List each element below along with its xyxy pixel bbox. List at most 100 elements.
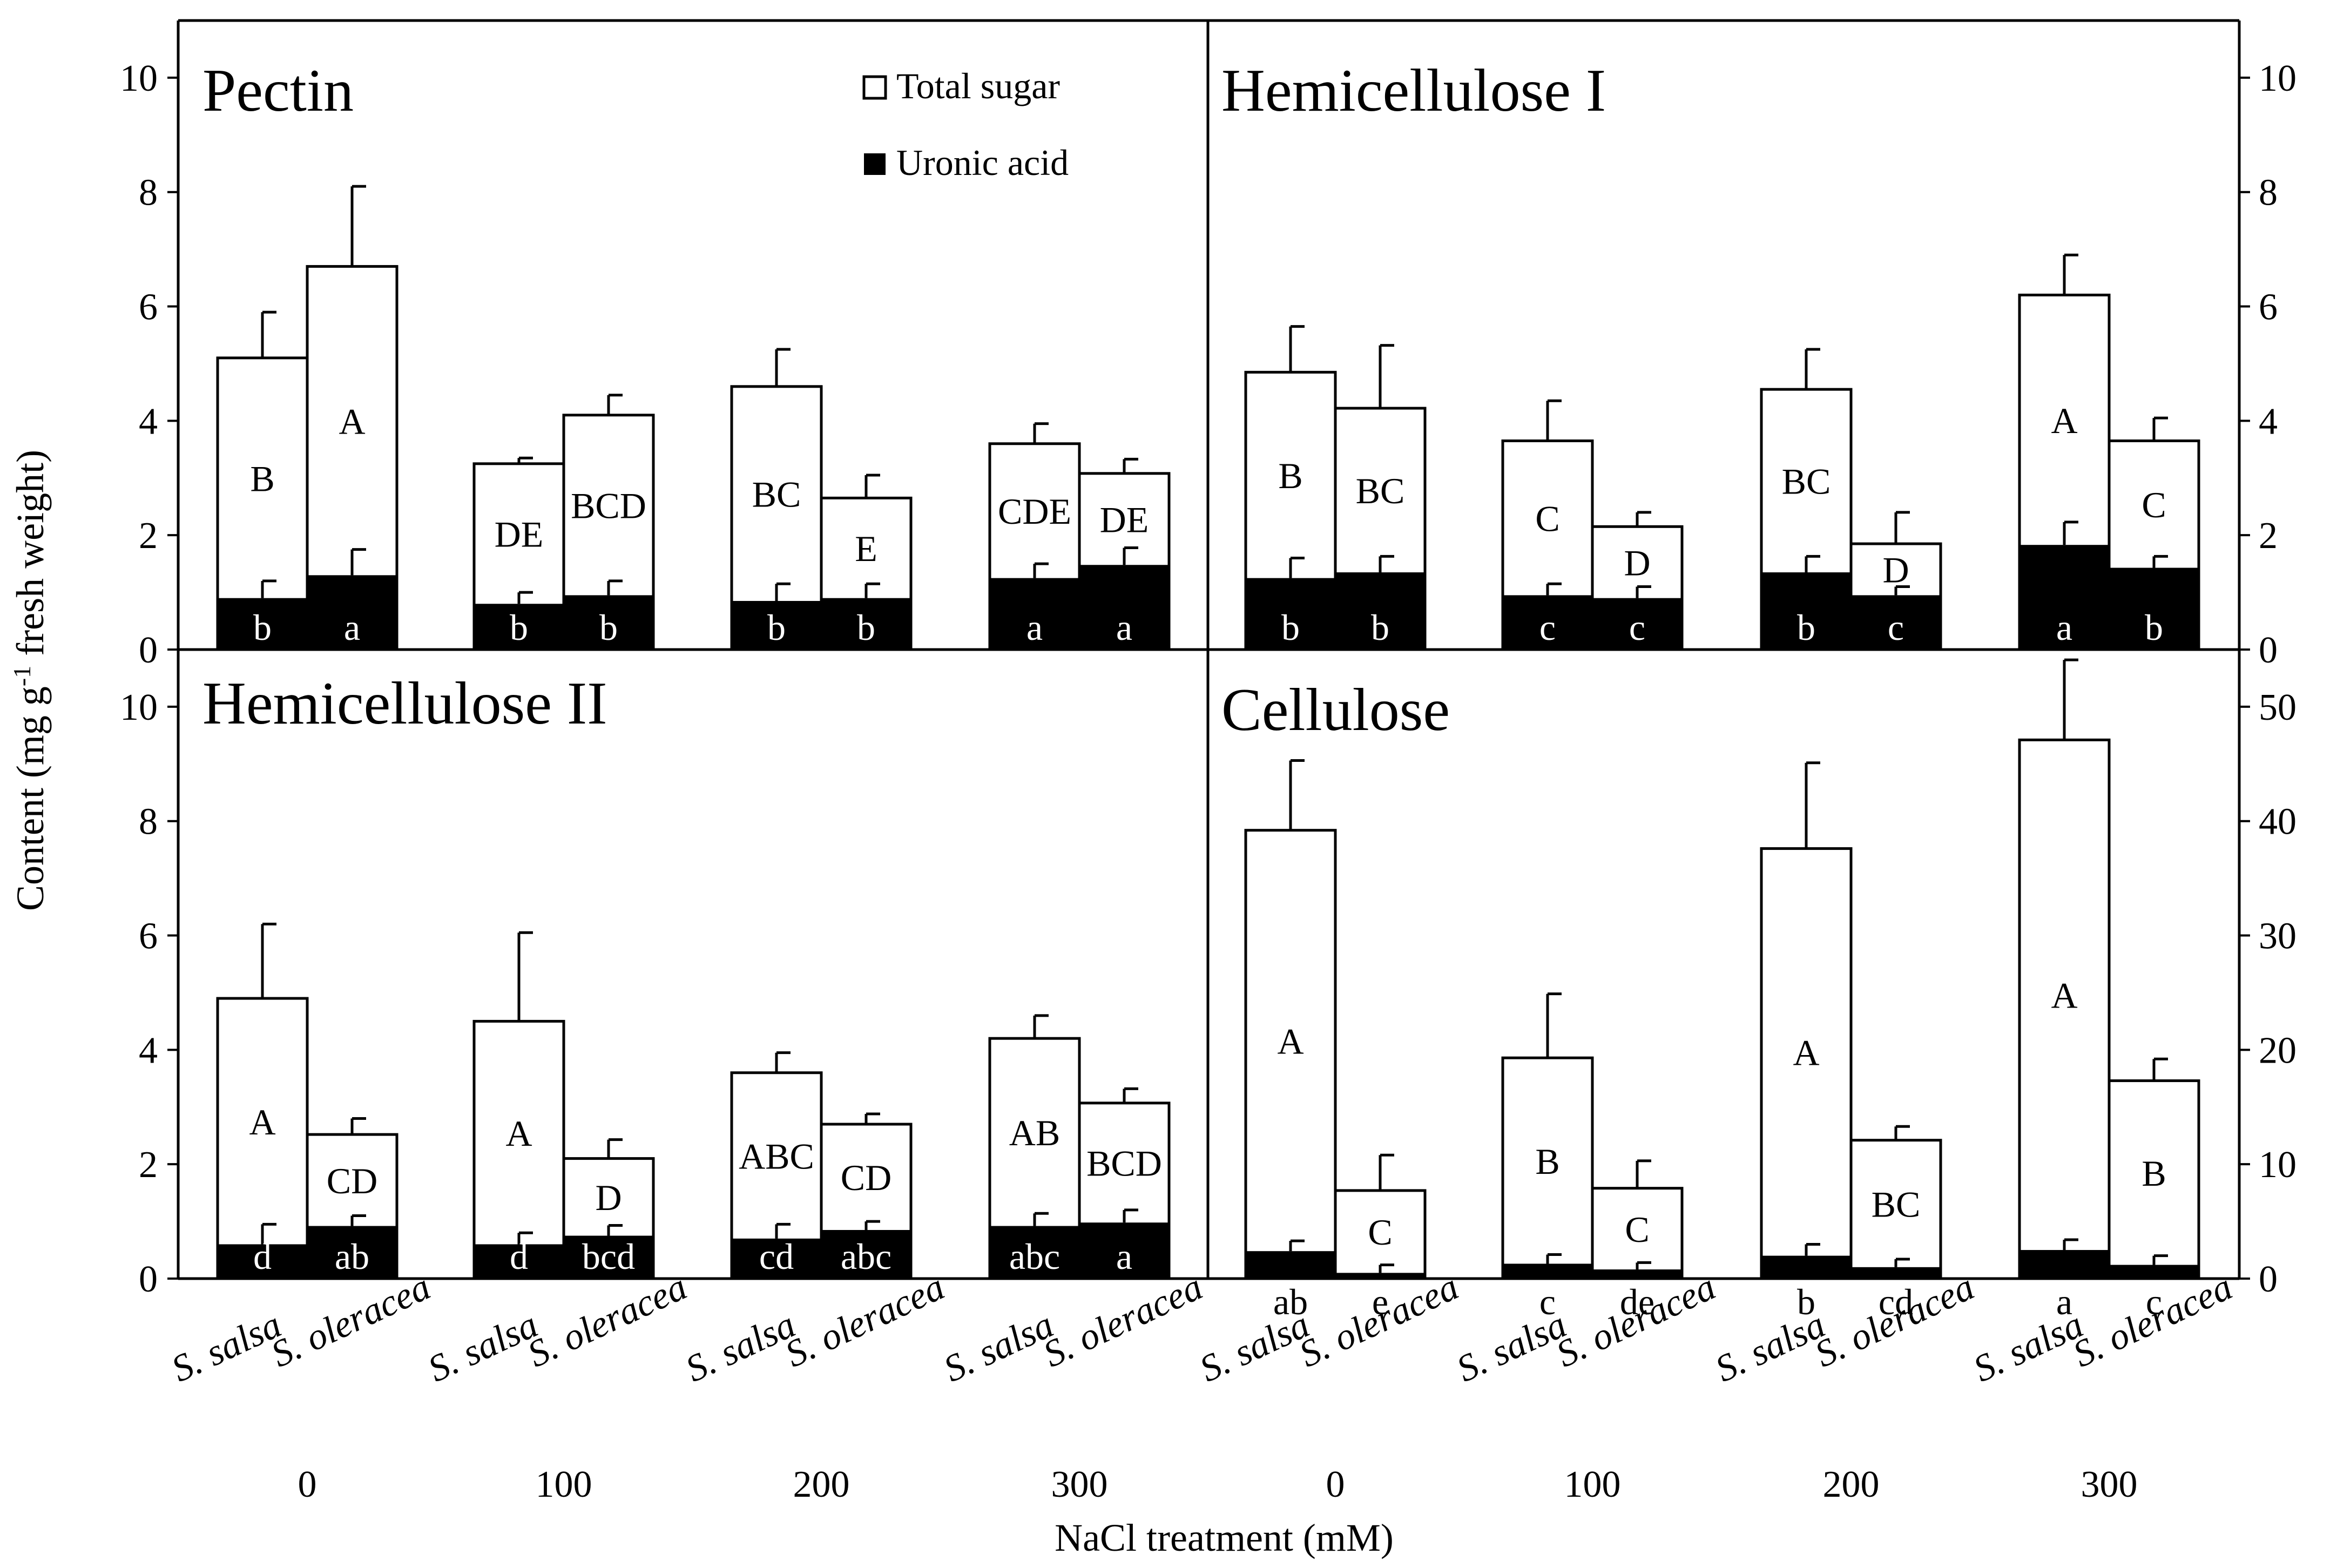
uronic-acid-letter: c: [1539, 607, 1556, 648]
uronic-acid-bar: [821, 1229, 911, 1279]
total-sugar-letter: B: [1535, 1141, 1559, 1182]
total-sugar-bar: [2018, 738, 2111, 1280]
total-sugar-letter: A: [1277, 1020, 1303, 1062]
uronic-acid-bar: [564, 1235, 653, 1279]
uronic-acid-bar: [821, 598, 911, 650]
y-tick-label: 8: [139, 172, 158, 214]
total-sugar-letter: CDE: [998, 491, 1071, 532]
uronic-acid-letter: d: [510, 1236, 528, 1277]
uronic-acid-bar: [1503, 595, 1592, 650]
uronic-acid-letter: de: [1620, 1281, 1654, 1322]
uronic-acid-letter: b: [1797, 1281, 1815, 1322]
y-tick-label: 10: [120, 58, 158, 99]
y-tick-label-right: 4: [2259, 401, 2278, 442]
treatment-label: 200: [793, 1464, 850, 1505]
uronic-acid-letter: b: [599, 607, 618, 648]
treatment-label: 100: [536, 1464, 592, 1505]
uronic-acid-letter: c: [2146, 1281, 2162, 1322]
uronic-acid-letter: a: [344, 607, 360, 648]
uronic-acid-letter: b: [2145, 607, 2163, 648]
uronic-acid-letter: b: [1281, 607, 1300, 648]
total-sugar-letter: A: [339, 401, 365, 442]
uronic-acid-bar: [1246, 578, 1335, 650]
total-sugar-letter: B: [250, 458, 274, 499]
total-sugar-letter: BC: [1782, 461, 1831, 502]
treatment-label: 0: [1326, 1464, 1345, 1505]
uronic-acid-bar: [1761, 572, 1851, 650]
uronic-acid-bar: [2019, 545, 2109, 650]
uronic-acid-bar: [732, 1238, 821, 1279]
uronic-acid-letter: b: [1797, 607, 1815, 648]
panel-2-bars: [1244, 253, 2200, 651]
bars-layer: [216, 185, 2200, 1280]
uronic-acid-bar: [1079, 1222, 1169, 1279]
uronic-acid-letter: ab: [1273, 1281, 1308, 1322]
y-tick-label-right: 0: [2259, 630, 2278, 671]
uronic-acid-letter: cd: [1879, 1281, 1913, 1322]
total-sugar-letter: D: [1882, 550, 1909, 591]
uronic-acid-letter: c: [1539, 1281, 1556, 1322]
y-tick-label: 4: [139, 1030, 158, 1071]
total-sugar-letter: C: [1368, 1212, 1392, 1253]
uronic-acid-letter: a: [2056, 607, 2072, 648]
y-tick-label-right: 6: [2259, 287, 2278, 328]
uronic-acid-letter: e: [1372, 1281, 1388, 1322]
uronic-acid-bar: [1592, 1269, 1682, 1279]
uronic-acid-letter: b: [1371, 607, 1389, 648]
total-sugar-letter: BCD: [571, 485, 646, 526]
legend-label-total-sugar: Total sugar: [896, 65, 1060, 106]
treatment-label: 300: [2081, 1464, 2138, 1505]
y-tick-label: 0: [139, 630, 158, 671]
uronic-acid-bar: [307, 575, 397, 650]
uronic-acid-letter: a: [1026, 607, 1043, 648]
y-tick-label: 10: [120, 687, 158, 728]
total-sugar-letter: C: [2142, 484, 2166, 525]
uronic-acid-letter: c: [1629, 607, 1645, 648]
y-tick-label-right: 10: [2259, 58, 2297, 99]
legend-swatch-total-sugar: [862, 75, 887, 100]
panel-3-bars: [216, 922, 1171, 1280]
total-sugar-bar: [1760, 847, 1853, 1280]
treatment-label: 200: [1823, 1464, 1880, 1505]
total-sugar-letter: ABC: [739, 1136, 814, 1177]
uronic-acid-bar: [732, 600, 821, 650]
y-tick-label-right: 2: [2259, 515, 2278, 557]
uronic-acid-bar: [1761, 1255, 1851, 1279]
y-tick-label: 4: [139, 401, 158, 442]
total-sugar-bar: [1501, 1056, 1594, 1280]
uronic-acid-letter: a: [2056, 1281, 2072, 1322]
uronic-acid-bar: [307, 1226, 397, 1279]
total-sugar-letter: BC: [1872, 1184, 1921, 1225]
treatment-label: 0: [298, 1464, 317, 1505]
total-sugar-letter: DE: [1100, 499, 1149, 540]
uronic-acid-bar: [1079, 565, 1169, 650]
uronic-acid-bar: [474, 604, 564, 650]
y-tick-label-right: 8: [2259, 172, 2278, 214]
total-sugar-letter: C: [1625, 1209, 1649, 1250]
legend-label-uronic-acid: Uronic acid: [896, 142, 1069, 183]
uronic-acid-bar: [1335, 572, 1425, 650]
uronic-acid-letter: bcd: [582, 1236, 635, 1277]
panel-frames: [177, 19, 2241, 1280]
uronic-acid-letter: a: [1116, 607, 1132, 648]
x-axis-label: NaCl treatment (mM): [1055, 1516, 1394, 1559]
total-sugar-letter: CD: [327, 1160, 377, 1201]
y-tick-label: 0: [139, 1259, 158, 1300]
uronic-acid-bar: [474, 1244, 564, 1279]
total-sugar-letter: DE: [495, 514, 544, 555]
total-sugar-letter: A: [249, 1101, 275, 1143]
treatment-label: 100: [1564, 1464, 1621, 1505]
uronic-acid-letter: c: [1888, 607, 1904, 648]
uronic-acid-bar: [1592, 598, 1682, 650]
total-sugar-letter: D: [1624, 542, 1650, 583]
total-sugar-letter: BC: [1356, 470, 1405, 511]
treatment-label: 300: [1051, 1464, 1108, 1505]
panel-1-bars: [216, 185, 1171, 651]
uronic-acid-bar: [2109, 1265, 2199, 1279]
uronic-acid-bar: [2019, 1250, 2109, 1279]
total-sugar-letter: BCD: [1086, 1143, 1162, 1184]
y-tick-label: 2: [139, 515, 158, 557]
y-tick-label-right: 40: [2259, 801, 2297, 843]
panel-title-hemicellulose-1: Hemicellulose I: [1221, 57, 1606, 124]
uronic-acid-bar: [1851, 595, 1941, 650]
